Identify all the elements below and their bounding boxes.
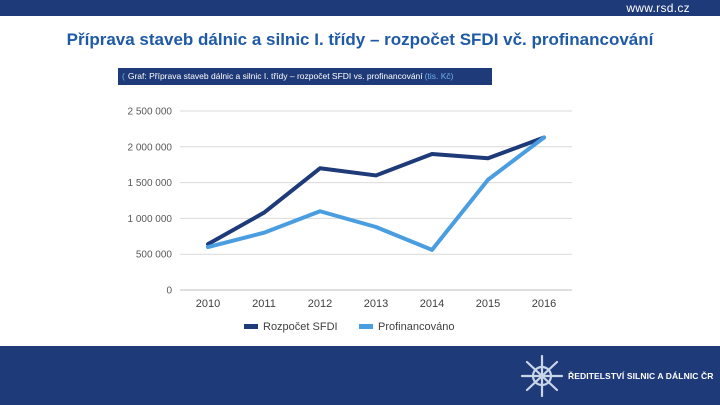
data-point	[486, 156, 490, 160]
y-tick-label: 1 000 000	[128, 214, 173, 225]
data-point	[374, 173, 378, 177]
chart-caption: Graf: Příprava staveb dálnic a silnic I.…	[127, 71, 423, 81]
legend-swatch	[359, 324, 373, 329]
chart-caption-lead: (	[122, 71, 125, 81]
y-tick-label: 2 500 000	[128, 107, 173, 118]
chart-caption-bar: (Graf: Příprava staveb dálnic a silnic I…	[118, 68, 492, 85]
data-point	[486, 178, 490, 182]
data-point	[262, 211, 266, 215]
line-chart: 0 500 000 1 000 000 1 500 000 2 000 000 2 500…	[128, 107, 572, 333]
legend-swatch	[244, 324, 258, 329]
y-tick-label: 0	[166, 286, 172, 297]
x-tick-label: 2012	[308, 298, 332, 310]
data-point	[318, 209, 322, 213]
data-point	[542, 135, 546, 139]
x-tick-label: 2016	[532, 298, 556, 310]
x-tick-label: 2013	[364, 298, 388, 310]
y-tick-label: 2 000 000	[128, 142, 173, 153]
x-tick-label: 2011	[252, 298, 276, 310]
y-tick-label: 500 000	[136, 250, 173, 261]
x-tick-label: 2014	[420, 298, 444, 310]
y-tick-label: 1 500 000	[128, 178, 173, 189]
x-tick-label: 2010	[196, 298, 220, 310]
x-tick-label: 2015	[476, 298, 500, 310]
footer-bar: ŘEDITELSTVÍ SILNIC A DÁLNIC ČR	[0, 346, 720, 405]
page-title: Příprava staveb dálnic a silnic I. třídy…	[66, 30, 654, 49]
road-interchange-logo	[520, 354, 564, 398]
chart-unit-label: (tis. Kč)	[424, 71, 454, 81]
data-point	[374, 225, 378, 229]
data-point	[318, 166, 322, 170]
data-point	[262, 231, 266, 235]
legend-label: Rozpočet SFDI	[263, 321, 338, 333]
legend-label: Profinancováno	[378, 321, 454, 333]
data-point	[430, 152, 434, 156]
data-point	[430, 248, 434, 252]
data-point	[206, 245, 210, 249]
top-bar: www.rsd.cz	[0, 0, 720, 16]
agency-logo-text: ŘEDITELSTVÍ SILNIC A DÁLNIC ČR	[568, 371, 714, 381]
site-url[interactable]: www.rsd.cz	[626, 1, 690, 15]
